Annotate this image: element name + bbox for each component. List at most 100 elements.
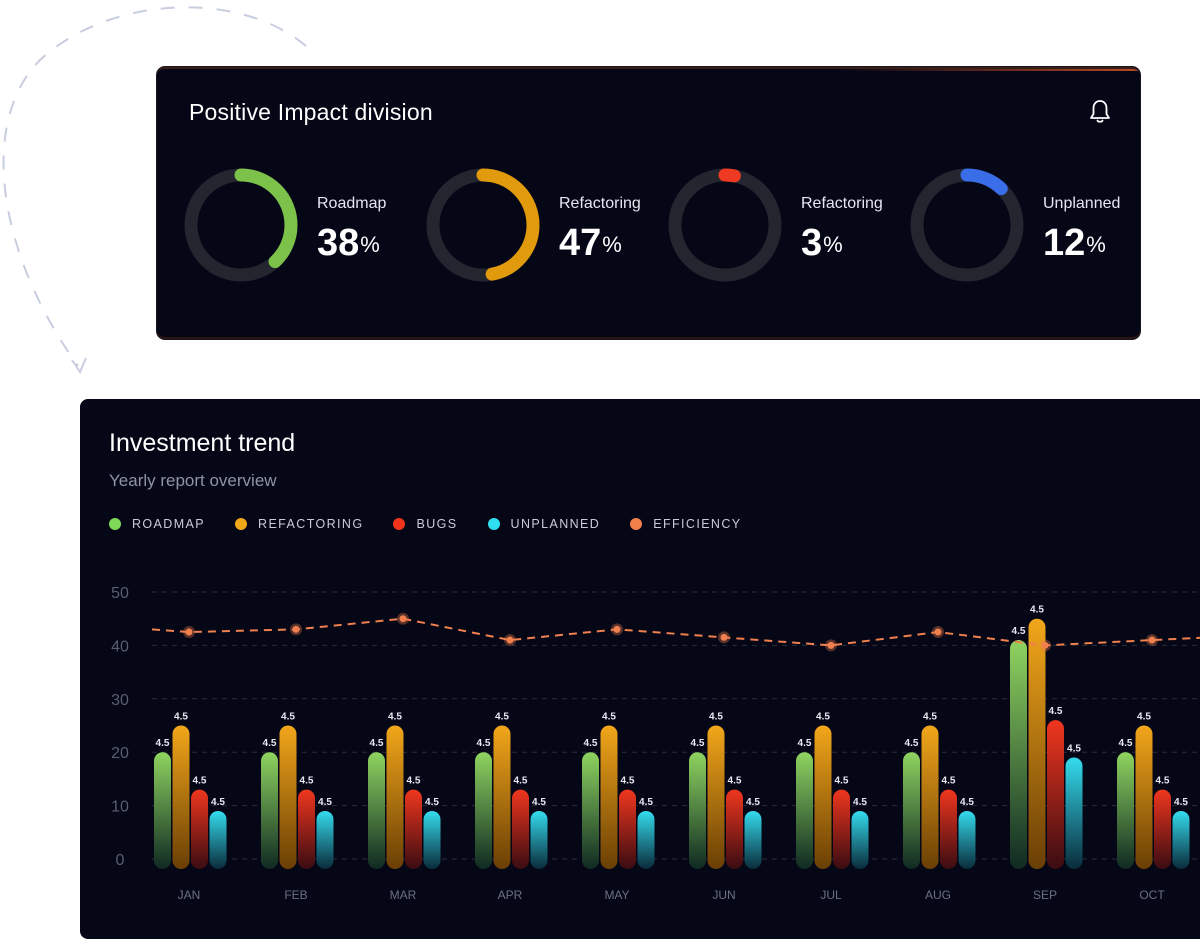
donut-arc [668,168,782,282]
efficiency-point [720,633,728,641]
x-tick-label: MAY [604,888,629,902]
x-tick-label: MAR [390,888,417,902]
bar-bugs [833,789,850,869]
legend-item-efficiency[interactable]: EFFICIENCY [630,517,741,531]
bar-refactoring [1028,618,1046,869]
efficiency-point [827,641,835,649]
bar-unplanned [637,810,655,869]
donut-ring [910,168,1024,282]
bar-roadmap [1117,752,1134,869]
bar-roadmap [475,752,492,869]
legend-item-unplanned[interactable]: UNPLANNED [487,517,601,531]
bar-data-label: 4.5 [746,797,760,808]
bar-refactoring [279,725,297,869]
bar-data-label: 4.5 [1067,744,1081,755]
bar-unplanned [1065,757,1083,869]
efficiency-point [399,615,407,623]
y-tick-label: 30 [111,692,129,709]
bar-data-label: 4.5 [923,712,937,723]
bar-data-label: 4.5 [1030,605,1044,616]
bar-data-label: 4.5 [1012,626,1026,637]
legend-label: EFFICIENCY [653,517,742,531]
division-card: Positive Impact division Roadmap 38% Ref… [157,67,1140,339]
bar-data-label: 4.5 [709,712,723,723]
legend-dot [235,518,248,530]
chart-subtitle: Yearly report overview [109,471,277,490]
legend-item-roadmap[interactable]: ROADMAP [109,517,205,531]
bar-unplanned [851,810,869,869]
efficiency-point [613,625,621,633]
bar-bugs [298,789,315,869]
bar-data-label: 4.5 [425,797,439,808]
bar-refactoring [600,725,618,869]
bar-data-label: 4.5 [816,712,830,723]
legend-item-bugs[interactable]: BUGS [393,517,457,531]
division-title: Positive Impact division [189,99,433,125]
bar-data-label: 4.5 [602,712,616,723]
bar-data-label: 4.5 [532,797,546,808]
x-tick-label: APR [498,888,523,902]
bar-bugs [940,789,957,869]
donut-ring [668,168,782,282]
y-tick-label: 20 [111,745,129,762]
x-tick-label: JUL [820,888,842,902]
x-tick-label: JAN [178,888,201,902]
y-tick-label: 10 [111,799,129,816]
bar-data-label: 4.5 [156,738,170,749]
gauge-value: 47% [559,222,622,264]
bar-roadmap [796,752,813,869]
bar-roadmap [903,752,920,869]
x-tick-label: AUG [925,888,951,902]
x-tick-label: OCT [1139,888,1165,902]
bar-refactoring [814,725,832,869]
donut-ring [184,168,298,282]
gauge-value: 12% [1043,222,1106,264]
donut-arc [910,168,1024,282]
bar-unplanned [958,810,976,869]
bar-data-label: 4.5 [1049,706,1063,717]
efficiency-point [185,628,193,636]
investment-trend-card: Investment trend Yearly report overview … [80,399,1200,939]
bar-bugs [1047,720,1064,869]
y-tick-label: 50 [111,585,129,602]
gauge-roadmap: Roadmap 38% [181,165,421,285]
bar-bugs [512,789,529,869]
bar-refactoring [386,725,404,869]
bar-data-label: 4.5 [388,712,402,723]
bar-refactoring [921,725,939,869]
bar-data-label: 4.5 [835,776,849,787]
bar-data-label: 4.5 [193,776,207,787]
bar-data-label: 4.5 [477,738,491,749]
line-efficiency [151,617,1200,647]
bar-roadmap [261,752,278,869]
decorative-dashed-arc [2,6,307,375]
bar-unplanned [744,810,762,869]
bar-data-label: 4.5 [905,738,919,749]
efficiency-point [1148,636,1156,644]
bar-roadmap [368,752,385,869]
bar-data-label: 4.5 [495,712,509,723]
bar-data-label: 4.5 [174,712,188,723]
bar-roadmap [1010,640,1027,869]
legend-item-refactoring[interactable]: REFACTORING [235,517,363,531]
efficiency-point [506,636,514,644]
bar-data-label: 4.5 [621,776,635,787]
legend-dot [109,518,121,530]
x-tick-label: FEB [284,888,307,902]
bell-icon[interactable] [1088,99,1112,125]
x-tick-label: JUN [712,888,735,902]
bar-unplanned [209,810,227,869]
bar-unplanned [316,810,334,869]
donut-arc [184,168,298,282]
gauge-refactoring-2: Refactoring 3% [665,165,905,285]
efficiency-point [934,628,942,636]
bar-data-label: 4.5 [211,797,225,808]
legend-dot [487,518,500,530]
bar-roadmap [582,752,599,869]
bar-roadmap [154,752,171,869]
bar-bugs [726,789,743,869]
bar-refactoring [172,725,190,869]
gauge-label: Unplanned [1043,195,1121,212]
bar-bugs [1154,789,1171,869]
bar-data-label: 4.5 [300,776,314,787]
